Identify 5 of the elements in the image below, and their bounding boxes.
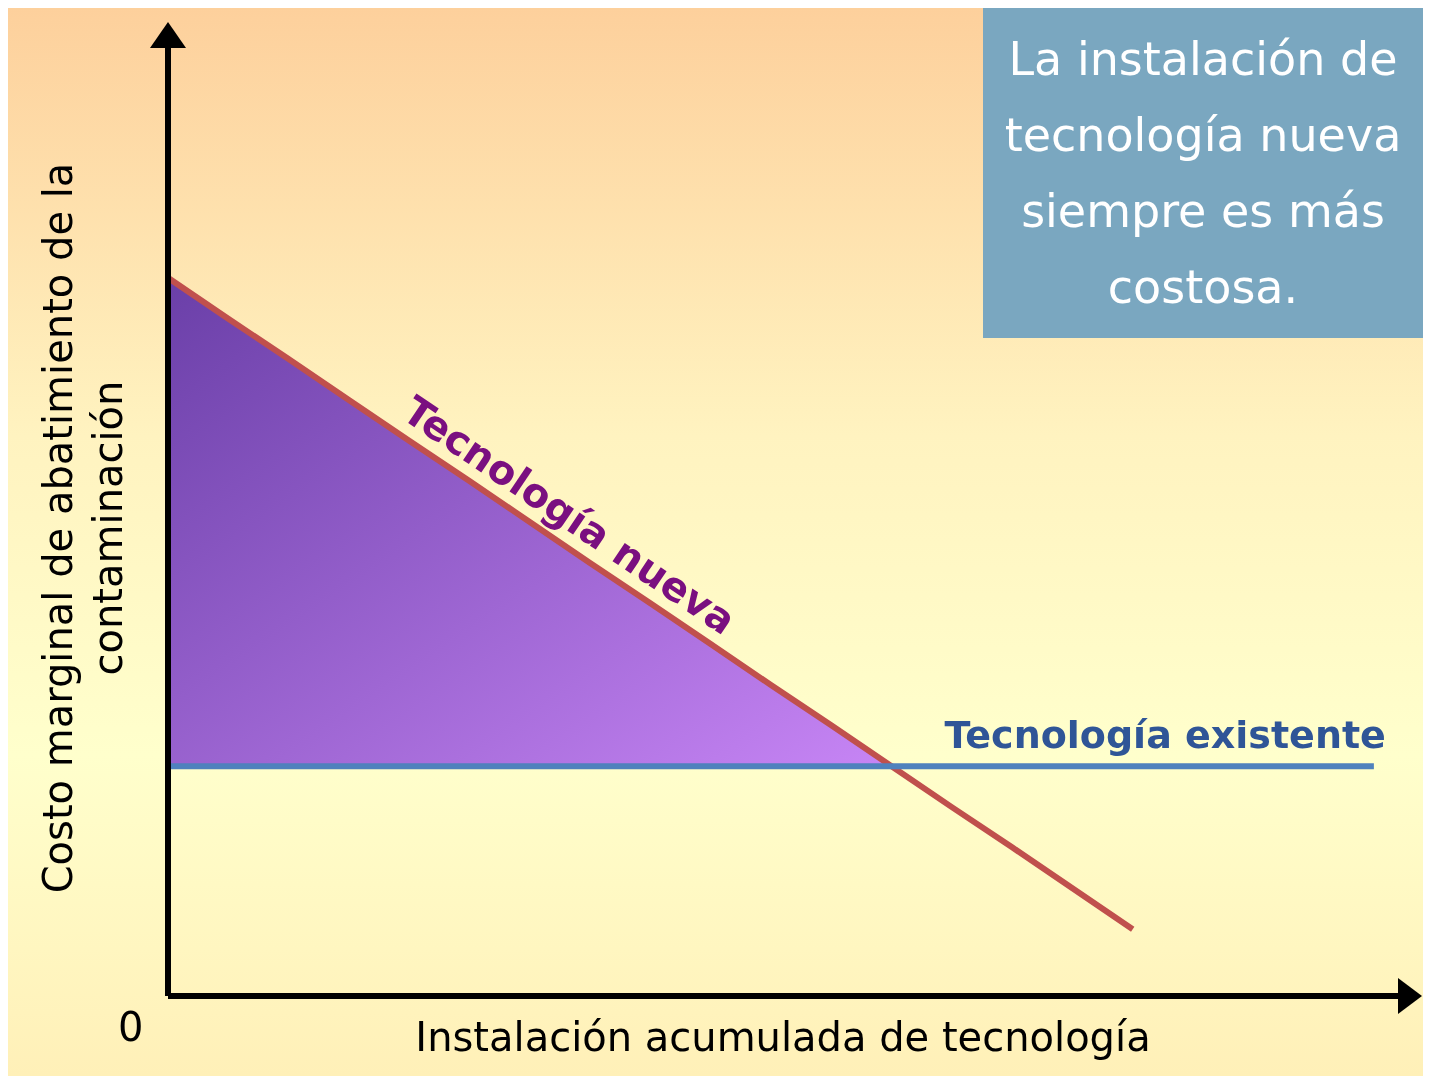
annotation: La instalación de tecnología nueva siempre es más costosa. xyxy=(983,8,1423,338)
series-label: Tecnología existente xyxy=(944,713,1386,758)
y-axis-title: Costo marginal de abatimiento de la contaminación xyxy=(34,161,132,896)
x-axis-title: Instalación acumulada de tecnología xyxy=(414,1014,1152,1060)
text: 0 xyxy=(118,1004,144,1050)
